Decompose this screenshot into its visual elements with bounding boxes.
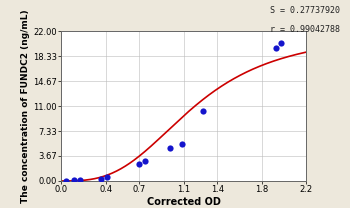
Point <box>278 42 284 45</box>
Point <box>63 179 69 182</box>
Point <box>71 179 76 182</box>
Point <box>142 159 148 162</box>
Y-axis label: The concentration of FUNDC2 (ng/mL): The concentration of FUNDC2 (ng/mL) <box>21 9 30 203</box>
X-axis label: Corrected OD: Corrected OD <box>147 197 221 207</box>
Point <box>77 178 83 182</box>
Text: r = 0.99042788: r = 0.99042788 <box>270 25 340 34</box>
Text: S = 0.27737920: S = 0.27737920 <box>270 6 340 15</box>
Point <box>168 147 173 150</box>
Point <box>99 178 104 181</box>
Point <box>179 142 184 145</box>
Point <box>200 109 205 113</box>
Point <box>104 175 110 178</box>
Point <box>136 162 142 166</box>
Point <box>273 47 279 50</box>
